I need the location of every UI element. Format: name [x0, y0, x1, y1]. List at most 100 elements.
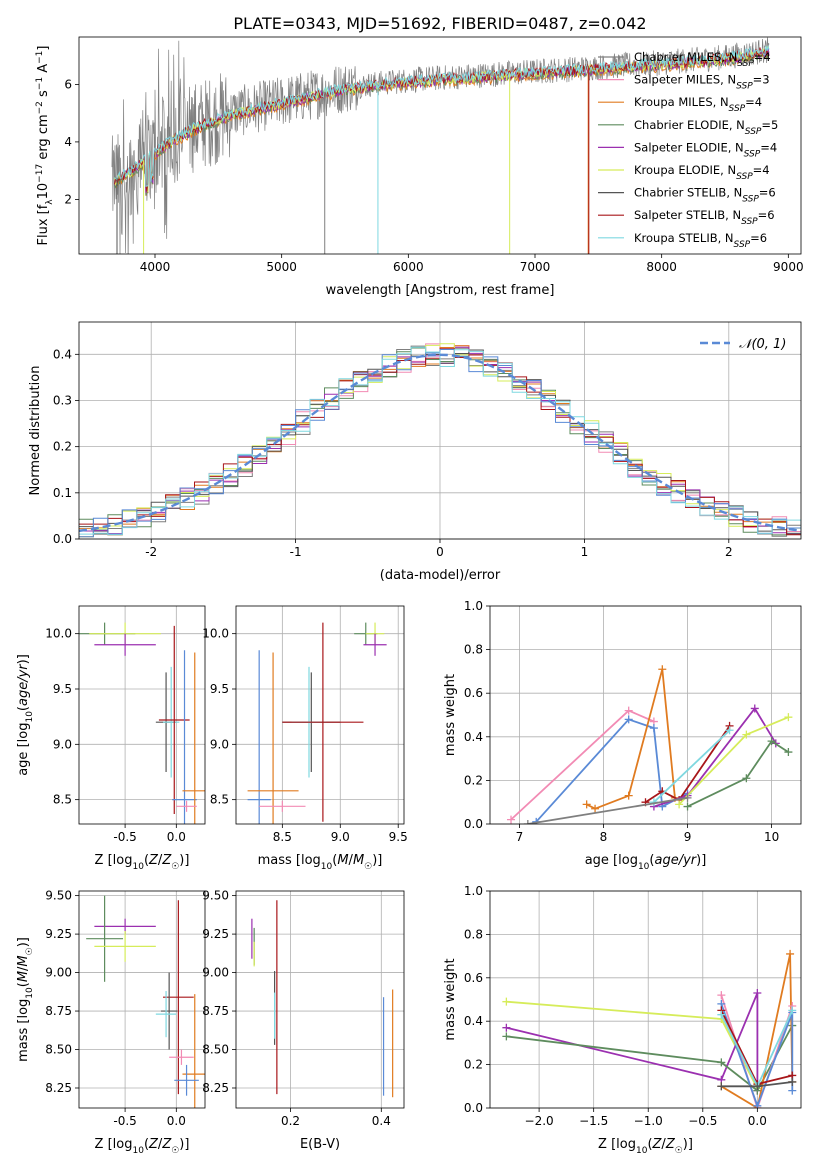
residual-histogram-chabrier-stelib: [79, 349, 801, 538]
label-part: age [log: [16, 723, 31, 776]
x-tick-label: 0.4: [372, 1114, 391, 1128]
y-tick-label: 8.75: [45, 1004, 72, 1018]
y-tick-label: 1.0: [464, 884, 483, 898]
label-part: )]: [179, 853, 189, 868]
x-tick-label: −2.0: [525, 1114, 554, 1128]
weight-line-chabrier-elodie: [687, 739, 789, 808]
weight-marker: [507, 815, 516, 824]
label-part: =4: [745, 95, 762, 109]
x-tick-label: -0.5: [113, 830, 136, 844]
label-part: ☉: [364, 862, 372, 872]
label-part: =3: [753, 73, 770, 87]
legend-entry: Salpeter STELIB, NSSP=6: [634, 208, 775, 227]
x-tick-label: -2: [145, 545, 157, 559]
weight-marker: [784, 748, 793, 757]
weight_vs_age-xlabel: age [log10(age/yr)]: [585, 853, 707, 872]
label-part: age/yr: [654, 853, 697, 868]
x-tick-label: 9000: [773, 260, 804, 274]
weight-line-chabrier-miles: [527, 796, 688, 824]
x-tick-label: 0.0: [167, 1114, 186, 1128]
label-part: −1: [35, 77, 45, 90]
weight-marker: [742, 774, 751, 783]
age_vs_z-ylabel-text: age [log10(age/yr)]: [16, 654, 35, 776]
label-part: M: [16, 955, 31, 966]
y-tick-label: 9.25: [45, 927, 72, 941]
legend-entry: Chabrier MILES, NSSP=4: [634, 50, 771, 69]
label-part: /: [661, 1137, 666, 1152]
weight-marker: [624, 791, 633, 800]
y-tick-label: 0.4: [464, 1014, 483, 1028]
weight-line-blue-model: [720, 1003, 794, 1108]
label-part: (: [16, 982, 31, 987]
label-part: s: [36, 90, 51, 101]
label-part: ☉: [25, 947, 35, 955]
y-tick-label: 0.2: [53, 440, 72, 454]
label-part: =4: [754, 50, 771, 64]
weight_vs_z-panel: −2.0 −1.5 −1.0 −0.5 0.0 0.0 0.2 0.4 0.6 0.8 1.0 Z […: [443, 884, 802, 1156]
label-part: −1: [35, 51, 45, 64]
x-tick-label: −1.0: [634, 1114, 663, 1128]
y-tick-label: 0.2: [464, 773, 483, 787]
model-spectrum-kroupa-stelib: [114, 44, 770, 188]
label-part: (: [649, 853, 654, 868]
label-part: =6: [759, 186, 776, 200]
weight-marker: [753, 1101, 762, 1108]
weight-marker: [717, 1082, 726, 1091]
weight-marker: [750, 704, 759, 713]
spectrum-xlabel: wavelength [Angstrom, rest frame]: [326, 283, 555, 298]
label-part: =6: [758, 208, 775, 222]
label-part: Flux [f: [36, 204, 51, 245]
legend-entry: Kroupa STELIB, NSSP=6: [634, 231, 767, 250]
residual-histogram-kroupa-stelib: [79, 346, 801, 538]
legend-entry: Chabrier ELODIE, NSSP=5: [634, 118, 778, 137]
weight-marker: [658, 665, 667, 674]
axes-frame: [235, 890, 405, 1109]
legend-entry: Salpeter MILES, NSSP=3: [634, 73, 770, 92]
label-part: =6: [750, 231, 767, 245]
axes-frame: [235, 605, 405, 825]
label-part: Z: [161, 853, 172, 868]
weight-marker: [725, 726, 734, 735]
y-tick-label: 9.25: [202, 927, 229, 941]
x-tick-label: 8.5: [273, 830, 292, 844]
label-part: )]: [16, 654, 31, 664]
x-tick-label: -1: [290, 545, 302, 559]
label-part: )]: [16, 937, 31, 947]
label-part: SSP: [737, 59, 754, 69]
legend-entry: Chabrier STELIB, NSSP=6: [634, 186, 776, 205]
weight_vs_z-xlabel: Z [log10(Z/Z☉)]: [598, 1137, 693, 1156]
label-part: Z: [665, 1137, 676, 1152]
y-tick-label: 1.0: [464, 599, 483, 613]
x-tick-label: 8: [600, 830, 608, 844]
age_vs_z-xlabel: Z [log10(Z/Z☉)]: [95, 853, 190, 872]
axes-frame: [78, 890, 206, 1109]
age_vs_z-ylabel: age [log10(age/yr)]: [16, 654, 35, 776]
y-tick-label: 8.25: [45, 1081, 72, 1095]
label-part: mass [log: [16, 999, 31, 1062]
y-tick-label: 0.8: [464, 643, 483, 657]
weight-marker: [717, 1010, 726, 1019]
y-tick-label: 0.0: [464, 1101, 483, 1115]
label-part: Chabrier STELIB, N: [634, 186, 742, 200]
label-part: /: [158, 1137, 163, 1152]
label-part: ☉: [171, 1146, 179, 1156]
weight-marker: [683, 793, 692, 802]
y-tick-label: 8.25: [202, 1081, 229, 1095]
weight-line-salpeter-stelib: [645, 725, 731, 803]
y-tick-label: 0.4: [464, 730, 483, 744]
label-part: λ: [45, 199, 55, 205]
mass_vs_z-plot-area: [86, 895, 205, 1108]
x-tick-label: 9: [684, 830, 692, 844]
label-part: /: [349, 853, 354, 868]
y-tick-label: 8.5: [53, 793, 72, 807]
residuals-ylabel: Normed distribution: [28, 366, 43, 496]
weight-line-salpeter-elodie: [506, 992, 759, 1091]
label-part: )]: [179, 1137, 189, 1152]
y-tick-label: 8.75: [202, 1004, 229, 1018]
weight-marker: [502, 997, 511, 1006]
label-part: )]: [372, 853, 382, 868]
spectrum-ylabel-text: Flux [fλ10−17 erg cm−2 s−1 A−1]: [35, 46, 55, 246]
label-part: Salpeter STELIB, N: [634, 208, 741, 222]
x-tick-label: −0.5: [688, 1114, 717, 1128]
